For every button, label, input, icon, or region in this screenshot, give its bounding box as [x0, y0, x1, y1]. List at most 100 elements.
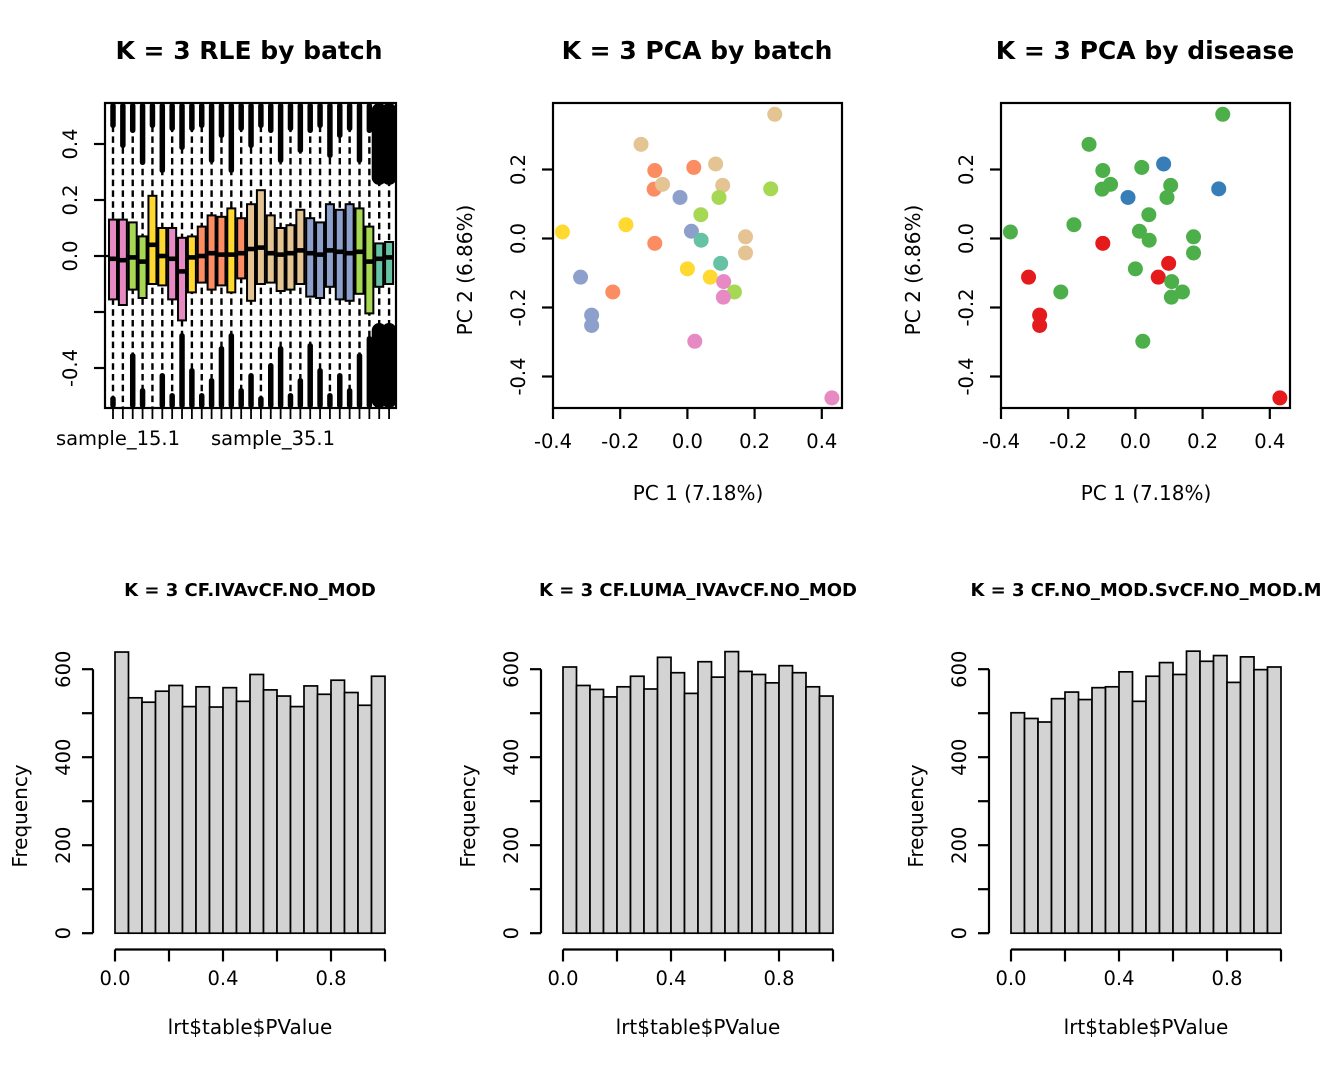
- y-tick-label: -0.4: [59, 349, 82, 387]
- hist-bar: [208, 706, 224, 935]
- outlier-mass-bottom: [277, 346, 284, 408]
- hist-bar: [1050, 697, 1066, 935]
- x-tick-label: 0.4: [1103, 967, 1134, 990]
- box-sample: [305, 217, 316, 298]
- scatter-point: [1186, 245, 1202, 261]
- hist-bar: [1145, 675, 1161, 935]
- scatter-point: [1163, 289, 1179, 305]
- hist-bar: [235, 700, 251, 935]
- scatter-point: [1159, 189, 1175, 205]
- y-tick-label: 0.0: [59, 240, 82, 271]
- hist-bar: [1185, 650, 1201, 935]
- outlier-mass-top: [228, 103, 235, 173]
- box-sample: [255, 189, 266, 285]
- box-sample: [285, 224, 296, 291]
- scatter-point: [738, 229, 754, 245]
- scatter-point: [1103, 176, 1119, 192]
- outlier-mass-bottom: [159, 373, 166, 408]
- pvalue-histogram-chart: 0 200 400 600 0.0 0.4 0.8: [500, 651, 835, 990]
- outlier-mass-top: [169, 103, 175, 131]
- outlier-mass-bottom: [346, 388, 353, 408]
- scatter-point: [738, 245, 754, 261]
- box-sample: [275, 227, 286, 292]
- hist-bar: [1131, 700, 1147, 935]
- y-tick-label: 600: [948, 651, 971, 688]
- y-tick-label: -0.2: [507, 288, 530, 326]
- scatter-point: [1120, 189, 1136, 205]
- outlier-mass-bottom: [366, 336, 373, 408]
- scatter-point: [1150, 269, 1166, 285]
- hist-bar: [764, 681, 780, 935]
- hist-bar: [222, 686, 238, 935]
- y-tick-label: 0.2: [955, 154, 978, 185]
- x-tick-label: -0.4: [982, 430, 1020, 453]
- outlier-mass-top: [248, 103, 254, 148]
- hist-bar: [602, 696, 618, 935]
- y-tick-label: 0.0: [955, 223, 978, 254]
- hist-bar: [195, 685, 211, 935]
- outlier-mass-bottom: [317, 368, 323, 408]
- box-sample: [384, 241, 395, 285]
- hist-bar: [697, 660, 713, 935]
- x-tick-label: 0.8: [315, 967, 346, 990]
- hist-bar: [818, 695, 834, 935]
- outlier-mass-top: [381, 103, 397, 185]
- scatter-point: [1131, 223, 1147, 239]
- hist-bar: [262, 689, 278, 935]
- outlier-mass-bottom: [238, 388, 244, 408]
- scatter-point: [715, 289, 731, 305]
- outlier-mass-top: [110, 103, 116, 128]
- box-sample: [334, 208, 345, 301]
- hist-bar: [1037, 721, 1053, 935]
- outlier-mass-top: [268, 103, 274, 133]
- scatter-point: [711, 189, 727, 205]
- hist-bar: [303, 685, 319, 935]
- scatter-point: [1095, 163, 1111, 179]
- scatter-point: [1095, 235, 1111, 251]
- subplot-hist-cf-no-mod: 0 200 400 600 0.0 0.4 0.8 K = 3 CF.NO_MOD.SvCF…: [896, 537, 1344, 1074]
- hist-bar: [562, 666, 578, 935]
- outlier-mass-top: [179, 103, 185, 150]
- hist-bar: [737, 670, 753, 935]
- scatter-point: [683, 223, 699, 239]
- hist-bar: [589, 688, 605, 935]
- box-sample: [246, 203, 257, 302]
- y-axis-title: PC 2 (6.86%): [901, 204, 925, 336]
- x-axis-title: lrt$table$PValue: [1063, 1015, 1229, 1039]
- scatter-point: [1163, 177, 1179, 193]
- hist-bar: [1158, 661, 1174, 935]
- scatter-point: [715, 177, 731, 193]
- outlier-mass-top: [129, 103, 136, 133]
- scatter-point: [702, 269, 718, 285]
- scatter-point: [584, 317, 600, 333]
- outlier-mass-top: [337, 103, 343, 138]
- outlier-mass-top: [277, 103, 284, 163]
- scatter-point: [1161, 255, 1177, 271]
- x-tick-label: 0.2: [1187, 430, 1218, 453]
- hist-bar: [1253, 668, 1269, 935]
- hist-bar: [670, 671, 686, 935]
- scatter-point: [763, 181, 779, 197]
- outlier-mass-top: [287, 103, 294, 131]
- outlier-mass-top: [208, 103, 215, 163]
- outlier-mass-top: [218, 103, 225, 138]
- hist-bar: [778, 664, 794, 935]
- y-tick-label: 0.2: [59, 184, 82, 215]
- hist-bar: [1239, 656, 1255, 935]
- y-axis-title: Frequency: [456, 764, 480, 868]
- scatter-point: [679, 261, 695, 277]
- box-sample: [324, 203, 335, 288]
- outlier-mass-bottom: [327, 393, 333, 408]
- hist-bar: [643, 688, 659, 935]
- scatter-point: [1186, 229, 1202, 245]
- scatter-point: [824, 390, 840, 406]
- outlier-mass-top: [238, 103, 244, 131]
- scatter-point: [1066, 217, 1082, 233]
- hist-bar: [168, 684, 184, 935]
- scatter-point: [1272, 390, 1288, 406]
- plot-border: [999, 101, 1292, 410]
- x-tick-label: 0.0: [672, 430, 703, 453]
- subplot-rle-by-batch: 0.4 0.2 0.0 -0.4 K = 3 RLE by batch sample_…: [0, 0, 448, 537]
- scatter-point: [1002, 224, 1018, 240]
- y-tick-label: 400: [948, 739, 971, 776]
